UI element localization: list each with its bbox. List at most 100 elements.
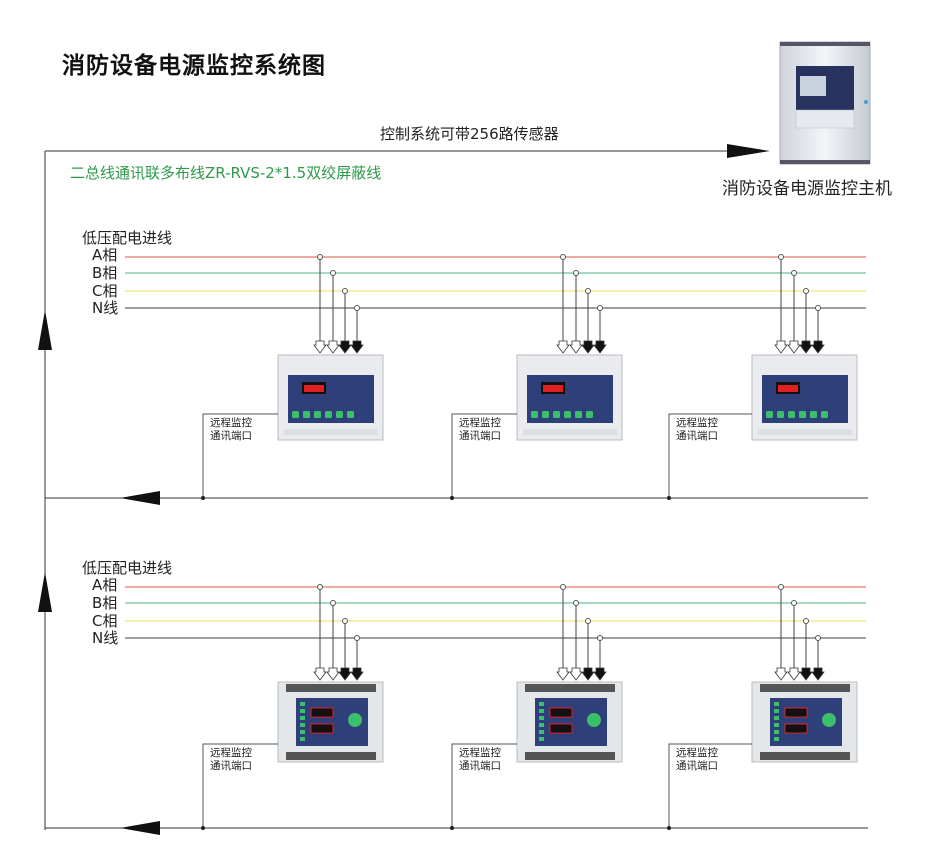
current-display xyxy=(310,723,334,734)
module-key-button[interactable] xyxy=(810,411,817,418)
status-led xyxy=(539,723,544,727)
port-label-line1: 远程监控 xyxy=(459,746,501,759)
module-key-button[interactable] xyxy=(766,411,773,418)
diagram-title: 消防设备电源监控系统图 xyxy=(62,52,326,79)
arrow-down-icon xyxy=(350,340,364,354)
arrow-down-icon xyxy=(787,667,801,681)
comm-port-wire xyxy=(451,743,517,828)
arrow-down-icon xyxy=(774,340,788,354)
status-led xyxy=(774,730,779,734)
phase-label: B相 xyxy=(92,594,117,612)
arrow-down-icon xyxy=(581,667,595,681)
port-label-line2: 通讯端口 xyxy=(210,429,252,442)
terminal-strip xyxy=(286,684,376,692)
status-led xyxy=(539,737,544,741)
module-key-button[interactable] xyxy=(314,411,321,418)
tap-point xyxy=(597,635,603,641)
module-key-button[interactable] xyxy=(336,411,343,418)
tap-point xyxy=(330,600,336,606)
module-key-button[interactable] xyxy=(531,411,538,418)
tap-point xyxy=(778,254,784,260)
status-led xyxy=(539,716,544,720)
status-led xyxy=(300,716,305,720)
arrow-up-icon xyxy=(38,310,52,350)
terminal-strip xyxy=(523,429,617,435)
tap-point xyxy=(597,305,603,311)
status-led xyxy=(300,730,305,734)
host-label: 消防设备电源监控主机 xyxy=(722,179,892,199)
status-led xyxy=(300,702,305,706)
terminal-strip xyxy=(760,684,850,692)
status-led xyxy=(539,702,544,706)
comm-port-wire xyxy=(668,743,752,828)
tap-point xyxy=(791,270,797,276)
tap-point xyxy=(585,618,591,624)
navigation-keypad[interactable] xyxy=(348,713,362,727)
arrow-down-icon xyxy=(326,667,340,681)
current-display xyxy=(549,723,573,734)
navigation-keypad[interactable] xyxy=(822,713,836,727)
status-led xyxy=(774,723,779,727)
arrow-down-icon xyxy=(313,667,327,681)
tap-point xyxy=(342,288,348,294)
navigation-keypad[interactable] xyxy=(587,713,601,727)
module-key-button[interactable] xyxy=(821,411,828,418)
cable-spec-label: 二总线通讯联多布线ZR-RVS-2*1.5双绞屏蔽线 xyxy=(70,164,381,182)
tap-point xyxy=(560,254,566,260)
status-led xyxy=(300,709,305,713)
voltage-display xyxy=(784,707,808,718)
module-key-button[interactable] xyxy=(347,411,354,418)
comm-port-wire xyxy=(202,743,278,828)
module-key-button[interactable] xyxy=(292,411,299,418)
tap-point xyxy=(330,270,336,276)
terminal-strip xyxy=(286,752,376,760)
monitoring-host-cabinet xyxy=(779,41,871,165)
port-label-line2: 通讯端口 xyxy=(676,759,718,772)
module-key-button[interactable] xyxy=(564,411,571,418)
port-label-line2: 通讯端口 xyxy=(459,759,501,772)
status-led xyxy=(774,737,779,741)
port-label-line1: 远程监控 xyxy=(210,416,252,429)
phase-label: B相 xyxy=(92,264,117,282)
phase-label: N线 xyxy=(92,299,118,317)
arrow-down-icon xyxy=(811,667,825,681)
module-key-button[interactable] xyxy=(777,411,784,418)
module-key-button[interactable] xyxy=(799,411,806,418)
module-key-button[interactable] xyxy=(542,411,549,418)
tap-point xyxy=(778,584,784,590)
comm-port-wire xyxy=(668,413,752,498)
tap-point xyxy=(791,600,797,606)
comm-port-wire xyxy=(451,413,517,498)
terminal-strip xyxy=(525,752,615,760)
status-led xyxy=(774,709,779,713)
arrow-down-icon xyxy=(569,340,583,354)
status-led xyxy=(774,702,779,706)
module-key-button[interactable] xyxy=(575,411,582,418)
arrow-left-icon xyxy=(120,821,160,835)
arrow-down-icon xyxy=(556,667,570,681)
module-key-button[interactable] xyxy=(788,411,795,418)
module-key-button[interactable] xyxy=(586,411,593,418)
module-key-button[interactable] xyxy=(553,411,560,418)
arrow-down-icon xyxy=(799,667,813,681)
module-key-button[interactable] xyxy=(325,411,332,418)
status-led xyxy=(300,737,305,741)
arrow-down-icon xyxy=(313,340,327,354)
arrow-up-icon xyxy=(38,572,52,612)
arrow-down-icon xyxy=(799,340,813,354)
phase-label: A相 xyxy=(92,576,117,594)
port-label-line2: 通讯端口 xyxy=(459,429,501,442)
status-led xyxy=(539,709,544,713)
tap-point xyxy=(815,635,821,641)
arrow-down-icon xyxy=(350,667,364,681)
arrow-left-icon xyxy=(120,491,160,505)
module-key-button[interactable] xyxy=(303,411,310,418)
